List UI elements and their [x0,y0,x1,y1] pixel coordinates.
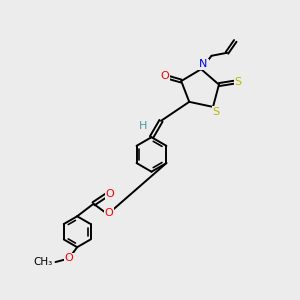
Text: O: O [160,71,169,81]
Text: S: S [212,107,220,117]
Text: N: N [199,59,208,69]
Text: O: O [105,208,113,218]
Text: CH₃: CH₃ [34,257,53,267]
Text: S: S [234,77,242,87]
Text: O: O [106,189,115,199]
Text: O: O [64,254,73,263]
Text: H: H [139,121,147,131]
